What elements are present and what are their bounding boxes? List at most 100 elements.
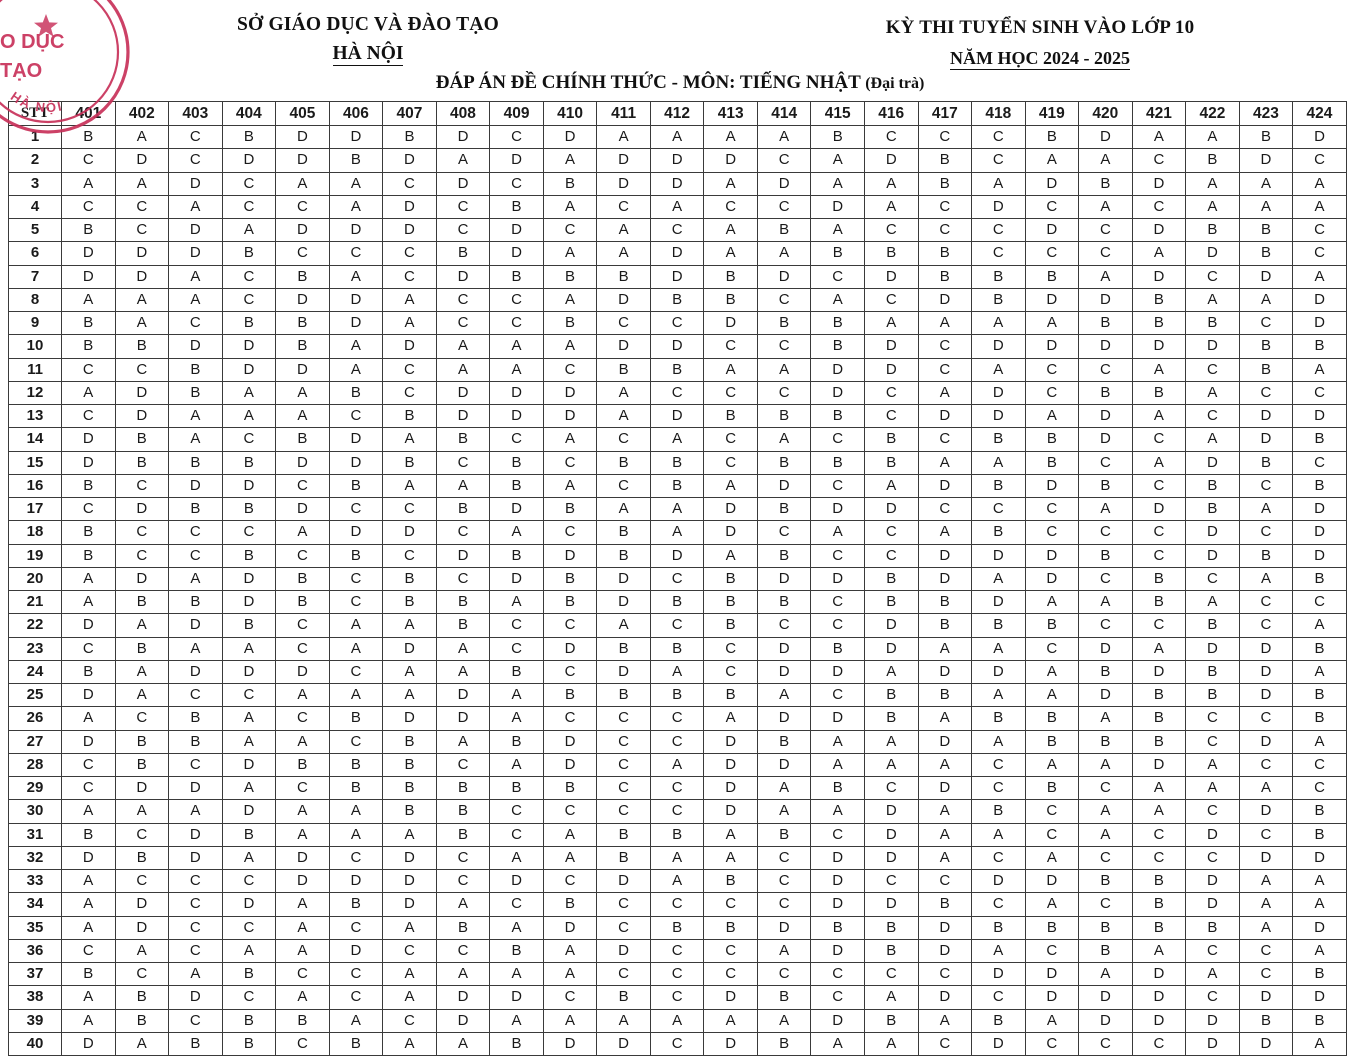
answer-cell: A bbox=[168, 403, 223, 429]
answer-key-table: STT 401 402 403 404 405 406 407 408 409 410 411 412… bbox=[8, 101, 1347, 1056]
answer-cell: D bbox=[489, 241, 544, 266]
answer-cell: D bbox=[649, 403, 705, 429]
answer-cell: A bbox=[435, 961, 491, 987]
answer-cell: B bbox=[168, 357, 223, 382]
answer-cell: B bbox=[971, 427, 1026, 452]
answer-cell: D bbox=[542, 636, 598, 661]
answer-cell: D bbox=[703, 729, 758, 754]
answer-cell: D bbox=[275, 868, 330, 894]
answer-cell: D bbox=[382, 520, 437, 545]
answer-cell: C bbox=[542, 868, 598, 894]
answer-cell: B bbox=[275, 264, 330, 289]
answer-cell: A bbox=[703, 706, 758, 731]
answer-cell: C bbox=[649, 961, 705, 987]
answer-cell: B bbox=[917, 589, 973, 615]
answer-cell: C bbox=[1078, 520, 1133, 545]
answer-cell: D bbox=[435, 985, 491, 1010]
answer-cell: B bbox=[61, 310, 116, 336]
answer-cell: B bbox=[382, 124, 437, 150]
answer-cell: B bbox=[168, 496, 223, 522]
answer-cell: B bbox=[382, 403, 437, 429]
answer-cell: C bbox=[917, 334, 973, 359]
answer-cell: B bbox=[596, 520, 651, 545]
answer-cell: C bbox=[917, 868, 973, 894]
answer-cell: D bbox=[1024, 868, 1080, 894]
answer-cell: B bbox=[971, 287, 1026, 313]
answer-cell: A bbox=[810, 217, 865, 243]
answer-cell: B bbox=[596, 985, 651, 1010]
answer-cell: A bbox=[863, 310, 919, 336]
answer-cell: A bbox=[61, 892, 116, 917]
answer-cell: D bbox=[703, 520, 758, 545]
answer-cell: C bbox=[275, 473, 330, 499]
answer-cell: D bbox=[328, 938, 384, 964]
answer-cell: C bbox=[542, 799, 598, 824]
answer-cell: C bbox=[1131, 822, 1187, 847]
answer-cell: A bbox=[61, 868, 116, 894]
answer-cell: D bbox=[328, 427, 384, 452]
answer-cell: B bbox=[489, 775, 544, 801]
answer-cell: A bbox=[1292, 171, 1347, 196]
answer-cell: D bbox=[489, 566, 544, 592]
answer-cell: D bbox=[1185, 543, 1240, 568]
answer-cell: C bbox=[1292, 752, 1347, 778]
answer-cell: B bbox=[810, 775, 865, 801]
answer-cell: D bbox=[1292, 496, 1347, 522]
answer-cell: A bbox=[1024, 403, 1080, 429]
answer-cell: A bbox=[489, 589, 544, 615]
answer-cell: B bbox=[810, 636, 865, 661]
answer-cell: C bbox=[810, 985, 865, 1010]
answer-cell: C bbox=[1024, 822, 1080, 847]
answer-cell: B bbox=[168, 589, 223, 615]
answer-cell: D bbox=[382, 868, 437, 894]
answer-cell: B bbox=[1078, 729, 1133, 754]
column-header-code: 411 bbox=[596, 101, 651, 126]
answer-cell: D bbox=[810, 892, 865, 917]
answer-cell: A bbox=[382, 682, 437, 708]
table-header-row: STT 401 402 403 404 405 406 407 408 409 410 411 412… bbox=[8, 101, 1347, 126]
answer-cell: C bbox=[382, 241, 437, 266]
answer-cell: C bbox=[168, 682, 223, 708]
answer-cell: C bbox=[168, 752, 223, 778]
answer-cell: A bbox=[1185, 380, 1240, 406]
answer-cell: C bbox=[328, 403, 384, 429]
answer-cell: C bbox=[596, 473, 651, 499]
answer-cell: B bbox=[61, 822, 116, 847]
answer-cell: B bbox=[328, 380, 384, 406]
answer-cell: A bbox=[810, 287, 865, 313]
answer-cell: C bbox=[863, 868, 919, 894]
answer-cell: A bbox=[1024, 659, 1080, 685]
answer-cell: D bbox=[328, 868, 384, 894]
answer-cell: D bbox=[703, 985, 758, 1010]
answer-cell: C bbox=[1024, 636, 1080, 661]
answer-cell: C bbox=[1238, 380, 1294, 406]
answer-cell: B bbox=[971, 473, 1026, 499]
answer-cell: B bbox=[489, 659, 544, 685]
document-header: H.C.N VIỆT NAM HÀ NỘI O DỤC TẠO SỞ GIÁO … bbox=[0, 0, 1360, 134]
answer-cell: D bbox=[863, 264, 919, 289]
answer-cell: B bbox=[1185, 659, 1240, 685]
answer-cell: B bbox=[971, 613, 1026, 638]
answer-cell: D bbox=[1238, 148, 1294, 173]
answer-cell: A bbox=[328, 613, 384, 638]
answer-cell: A bbox=[810, 729, 865, 754]
answer-cell: C bbox=[435, 310, 491, 336]
answer-cell: D bbox=[61, 264, 116, 289]
answer-cell: C bbox=[1238, 822, 1294, 847]
answer-cell: D bbox=[1078, 985, 1133, 1010]
answer-cell: A bbox=[382, 659, 437, 685]
answer-cell: D bbox=[1131, 334, 1187, 359]
column-header-code: 403 bbox=[168, 101, 223, 126]
answer-cell: C bbox=[1238, 613, 1294, 638]
answer-cell: A bbox=[1078, 589, 1133, 615]
answer-cell: D bbox=[917, 287, 973, 313]
answer-cell: C bbox=[489, 310, 544, 336]
answer-cell: B bbox=[863, 706, 919, 731]
answer-cell: B bbox=[328, 775, 384, 801]
answer-cell: C bbox=[863, 403, 919, 429]
answer-cell: A bbox=[756, 938, 812, 964]
answer-cell: C bbox=[168, 868, 223, 894]
